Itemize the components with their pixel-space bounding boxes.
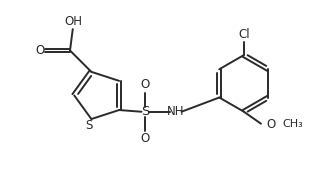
Text: S: S xyxy=(141,105,149,118)
Text: NH: NH xyxy=(166,105,184,118)
Text: O: O xyxy=(266,118,276,131)
Text: CH₃: CH₃ xyxy=(282,119,303,129)
Text: Cl: Cl xyxy=(238,28,250,41)
Text: O: O xyxy=(140,132,150,145)
Text: O: O xyxy=(140,78,150,91)
Text: S: S xyxy=(85,119,92,132)
Text: O: O xyxy=(36,44,45,57)
Text: OH: OH xyxy=(64,15,83,28)
